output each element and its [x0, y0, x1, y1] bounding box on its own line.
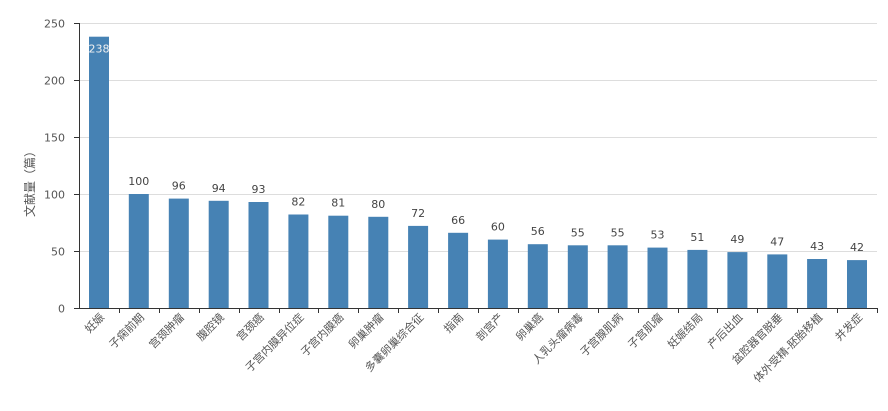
- bar: [328, 215, 349, 308]
- data-label: 100: [128, 175, 149, 188]
- data-label: 82: [291, 196, 305, 209]
- bar: [208, 200, 229, 308]
- bar: [687, 249, 708, 308]
- x-tick-label: 子宫内膜癌: [298, 310, 347, 359]
- x-tick-label: 妊娠: [82, 310, 107, 335]
- bar: [368, 216, 389, 308]
- data-label: 96: [172, 180, 186, 193]
- bar: [89, 36, 109, 308]
- x-tick-label: 腹腔镜: [194, 310, 227, 343]
- data-label: 60: [491, 221, 505, 234]
- data-label: 42: [850, 241, 864, 254]
- x-tick-label: 并发症: [832, 310, 865, 343]
- bar: [168, 198, 189, 308]
- x-tick-label: 妊娠结局: [665, 310, 706, 351]
- x-tick-label: 子宫腺肌病: [577, 310, 626, 359]
- x-tick-label: 子痫前期: [106, 310, 147, 351]
- data-labels: 238 100 96 94 93 82 81 80 72 66 60 56 55 55 53 51 49 47 43…: [89, 43, 865, 254]
- bar: [567, 245, 588, 308]
- data-label: 81: [331, 197, 345, 210]
- x-tick-label: 体外受精-胚胎移植: [750, 310, 825, 385]
- bar: [727, 252, 748, 308]
- data-label: 238: [89, 43, 110, 56]
- bar: [288, 214, 309, 308]
- bar: [767, 254, 788, 308]
- bar: [647, 247, 668, 308]
- data-label: 51: [690, 231, 704, 244]
- y-tick-label: 0: [58, 303, 65, 316]
- data-label: 80: [371, 198, 385, 211]
- bar: [807, 259, 828, 308]
- data-label: 94: [212, 182, 226, 195]
- x-tick-label: 宫颈肿瘤: [146, 310, 187, 351]
- x-tick-label: 剖宫产: [473, 310, 506, 343]
- data-label: 53: [651, 229, 665, 242]
- data-label: 55: [611, 226, 625, 239]
- x-tick-label: 宫颈癌: [233, 310, 266, 343]
- data-label: 93: [252, 183, 266, 196]
- bar: [527, 244, 548, 308]
- data-label: 47: [770, 235, 784, 248]
- y-axis-title: 文献量（篇）: [22, 145, 37, 217]
- data-label: 56: [531, 225, 545, 238]
- x-tick-label: 卵巢肿瘤: [345, 310, 386, 351]
- y-tick-label: 100: [44, 189, 65, 202]
- y-tick-label: 50: [51, 246, 65, 259]
- x-tick-label: 产后出血: [705, 310, 746, 351]
- x-tick-label: 卵巢癌: [513, 310, 546, 343]
- gridlines: [79, 23, 877, 252]
- y-tick-label: 200: [44, 75, 65, 88]
- bar: [448, 232, 469, 308]
- bar: [487, 239, 508, 308]
- bar: [248, 202, 269, 308]
- data-label: 72: [411, 207, 425, 220]
- x-tick-label: 指南: [441, 310, 466, 335]
- data-label: 66: [451, 214, 465, 227]
- bars: [89, 36, 867, 308]
- y-tick-label: 250: [44, 18, 65, 31]
- x-tick-label: 子宫肌瘤: [625, 310, 666, 351]
- bar: [607, 245, 628, 308]
- data-label: 55: [571, 226, 585, 239]
- y-tick-label: 150: [44, 132, 65, 145]
- bar: [408, 225, 429, 308]
- bar: [847, 260, 867, 308]
- bar: [128, 194, 149, 308]
- data-label: 49: [730, 233, 744, 246]
- data-label: 43: [810, 240, 824, 253]
